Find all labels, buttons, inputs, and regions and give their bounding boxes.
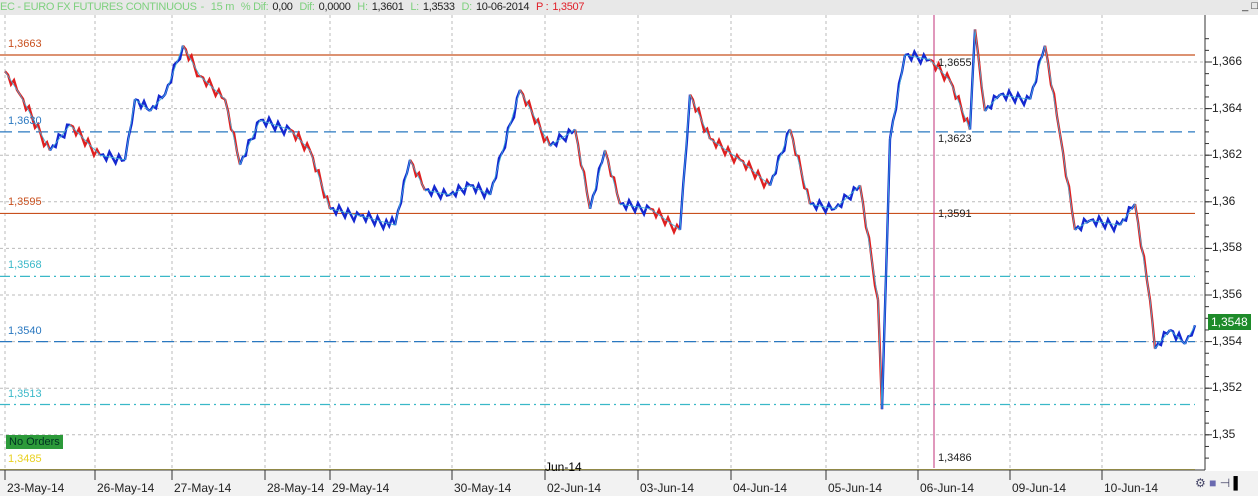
y-tick-label: 1,352 bbox=[1212, 380, 1243, 395]
y-tick-label: 1,36 bbox=[1212, 193, 1236, 208]
x-tick-label: 05-Jun-14 bbox=[828, 481, 883, 495]
y-tick-label: 1,362 bbox=[1212, 147, 1243, 162]
pin-icon[interactable]: ⊣ bbox=[1219, 476, 1231, 490]
y-tick-label: 1,35 bbox=[1212, 426, 1236, 441]
price-segment bbox=[1089, 213, 1121, 234]
price: 1,3507 bbox=[552, 1, 585, 13]
price-segment bbox=[19, 93, 52, 151]
low-label: L: bbox=[410, 1, 419, 13]
level-label: 1,3513 bbox=[8, 387, 42, 400]
plot-area bbox=[0, 15, 1205, 468]
price-segment bbox=[739, 158, 772, 191]
price-segment bbox=[163, 45, 185, 95]
level-label: 1,3663 bbox=[8, 38, 42, 50]
price-segment bbox=[69, 123, 102, 159]
symbol: EC - EURO FX FUTURES CONTINUOUS bbox=[0, 1, 197, 13]
price-segment bbox=[329, 202, 361, 224]
price-line bbox=[4, 29, 1196, 410]
x-tick-label: 29-May-14 bbox=[332, 481, 390, 495]
panel-icon[interactable]: ▌ bbox=[1233, 476, 1243, 490]
save-icon[interactable]: ■ bbox=[1209, 476, 1217, 490]
crosshair-value: 1,3591 bbox=[938, 208, 972, 220]
y-tick-label: 1,366 bbox=[1212, 54, 1243, 68]
price-segment bbox=[519, 89, 552, 147]
date-label: D: bbox=[461, 1, 473, 13]
high: 1,3601 bbox=[371, 1, 404, 13]
x-axis-band bbox=[0, 471, 1258, 496]
price-segment bbox=[649, 206, 682, 236]
high-label: H: bbox=[357, 1, 368, 13]
y-tick-label: 1,354 bbox=[1212, 333, 1243, 348]
low: 1,3533 bbox=[422, 1, 455, 13]
price-segment bbox=[999, 87, 1031, 108]
price-segment bbox=[182, 44, 201, 78]
price-segment bbox=[469, 181, 492, 201]
level-label: 1,3568 bbox=[8, 259, 42, 272]
x-tick-label: 06-Jun-14 bbox=[920, 481, 975, 495]
price-segment bbox=[488, 89, 522, 196]
price-segment bbox=[259, 114, 291, 138]
level-label: 1,3540 bbox=[8, 324, 42, 337]
price-segment bbox=[359, 209, 397, 232]
last-price-badge: 1,3548 bbox=[1208, 314, 1251, 330]
chart-header: EC - EURO FX FUTURES CONTINUOUS - 15 m % … bbox=[0, 0, 1258, 15]
month-label: Jun-14 bbox=[545, 460, 582, 474]
x-tick-label: 28-May-14 bbox=[267, 481, 325, 495]
x-tick-label: 23-May-14 bbox=[7, 481, 65, 495]
crosshair-value: 1,3655 bbox=[938, 57, 972, 69]
price-segment bbox=[709, 136, 742, 166]
x-tick-label: 09-Jun-14 bbox=[1012, 481, 1067, 495]
interval: 15 m bbox=[210, 1, 235, 13]
pct-diff: 0,00 bbox=[272, 1, 293, 13]
pct-diff-label: % Dif: bbox=[240, 1, 269, 13]
x-tick-label: 02-Jun-14 bbox=[547, 481, 602, 495]
x-tick-label: 03-Jun-14 bbox=[640, 481, 695, 495]
diff: 0,0000 bbox=[318, 1, 351, 13]
crosshair-value: 1,3623 bbox=[938, 133, 972, 145]
no-orders-badge: No Orders bbox=[6, 435, 63, 449]
y-tick-label: 1,364 bbox=[1212, 100, 1243, 115]
x-tick-label: 10-Jun-14 bbox=[1104, 481, 1159, 495]
y-tick-label: 1,358 bbox=[1212, 240, 1243, 255]
toolbar: ⚙ ■ ⊣ ▌ bbox=[1195, 476, 1242, 490]
y-tick-label: 1,356 bbox=[1212, 287, 1243, 301]
settings-icon[interactable]: ⚙ bbox=[1195, 476, 1206, 490]
level-label: 1,3595 bbox=[8, 196, 42, 209]
level-label: 1,3485 bbox=[8, 452, 42, 465]
x-tick-label: 26-May-14 bbox=[97, 481, 155, 495]
x-tick-label: 04-Jun-14 bbox=[733, 481, 788, 495]
price-segment bbox=[619, 197, 651, 218]
price-label: P : bbox=[535, 1, 549, 13]
level-label: 1,3630 bbox=[8, 114, 42, 127]
date: 10-06-2014 bbox=[475, 1, 530, 13]
crosshair-value: 1,3486 bbox=[938, 452, 972, 464]
diff-label: Dif: bbox=[299, 1, 315, 13]
x-tick-label: 27-May-14 bbox=[174, 481, 232, 495]
x-tick-label: 30-May-14 bbox=[454, 481, 512, 495]
window-controls[interactable]: _ □ bbox=[1242, 0, 1258, 12]
